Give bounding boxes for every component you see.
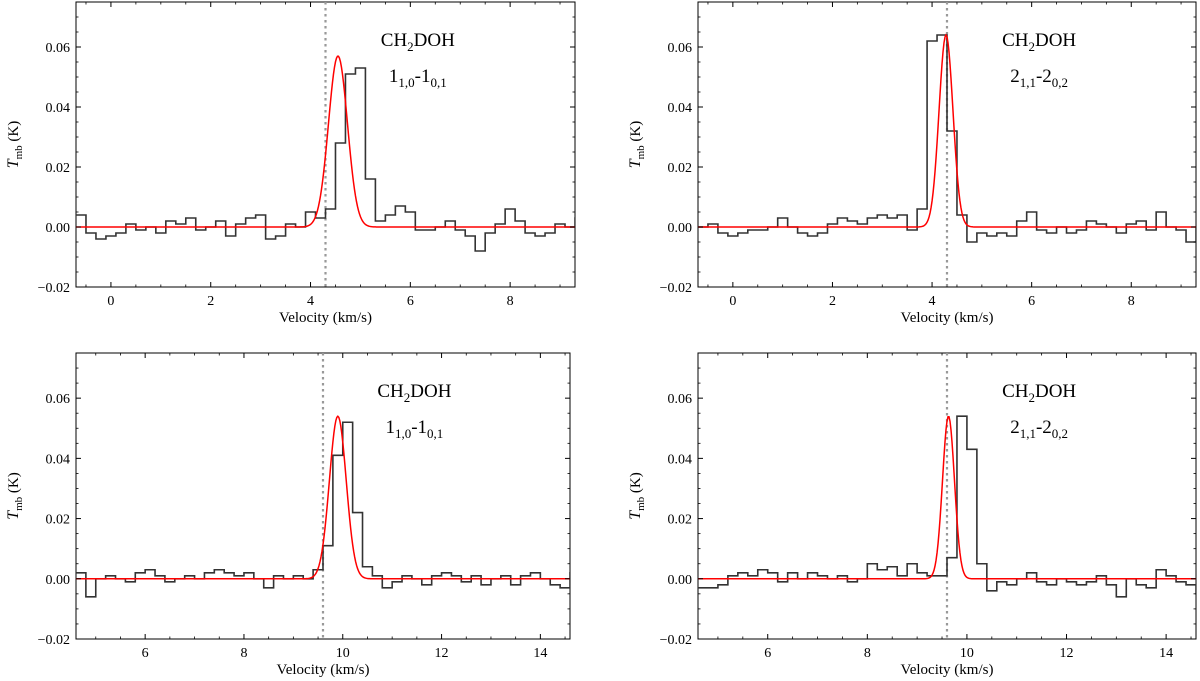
chart-panel: 0 2 4 6 8 −0.02 0.00 0.02 0.04 0.06 Velocity (km/s… xyxy=(627,1,1197,326)
x-tick-label: 8 xyxy=(240,646,247,661)
x-axis-label: Velocity (km/s) xyxy=(277,662,370,678)
x-tick-label: 8 xyxy=(864,646,871,661)
x-axis-label: Velocity (km/s) xyxy=(901,662,994,678)
y-axis-label: Tmb (K) xyxy=(5,121,25,169)
y-tick-label: 0.02 xyxy=(46,161,71,176)
transition-label: 11,0-10,1 xyxy=(385,417,443,441)
x-tick-label: 8 xyxy=(507,294,514,309)
y-tick-label: 0.00 xyxy=(668,221,693,236)
y-tick-label: 0.00 xyxy=(46,573,71,588)
molecule-title: CH2DOH xyxy=(377,381,451,405)
molecule-title: CH2DOH xyxy=(1002,30,1076,54)
x-tick-label: 12 xyxy=(435,646,449,661)
x-tick-label: 8 xyxy=(1128,294,1135,309)
y-tick-label: −0.02 xyxy=(660,281,692,296)
x-tick-label: 4 xyxy=(929,294,936,309)
transition-label: 21,1-20,2 xyxy=(1010,66,1068,90)
x-tick-label: 6 xyxy=(1028,294,1035,309)
y-axis-label: Tmb (K) xyxy=(627,121,647,169)
y-tick-label: 0.06 xyxy=(668,41,693,56)
y-tick-label: 0.04 xyxy=(46,452,71,467)
gaussian-fit-line xyxy=(698,416,1196,580)
y-tick-label: 0.00 xyxy=(46,221,71,236)
x-tick-label: 14 xyxy=(1159,646,1173,661)
x-tick-label: 2 xyxy=(829,294,836,309)
gaussian-fit-line xyxy=(76,55,575,228)
x-tick-label: 10 xyxy=(960,646,974,661)
x-tick-label: 6 xyxy=(142,646,149,661)
molecule-title: CH2DOH xyxy=(381,30,455,54)
y-tick-label: 0.04 xyxy=(46,101,71,116)
y-tick-label: 0.02 xyxy=(46,513,71,528)
x-axis-label: Velocity (km/s) xyxy=(279,310,372,326)
x-tick-label: 0 xyxy=(107,294,114,309)
y-tick-label: −0.02 xyxy=(38,281,70,296)
x-tick-label: 2 xyxy=(207,294,214,309)
observed-spectrum-step xyxy=(698,34,1196,243)
gaussian-fit-line xyxy=(76,415,570,580)
chart-panel: 0 2 4 6 8 −0.02 0.00 0.02 0.04 0.06 Velocity (km/s… xyxy=(5,1,576,326)
y-tick-label: 0.04 xyxy=(668,452,693,467)
gaussian-fit-line xyxy=(698,33,1196,228)
x-tick-label: 6 xyxy=(764,646,771,661)
y-tick-label: 0.04 xyxy=(668,101,693,116)
y-tick-label: 0.06 xyxy=(46,392,71,407)
x-tick-label: 6 xyxy=(407,294,414,309)
observed-spectrum-step xyxy=(76,421,570,598)
y-axis-label: Tmb (K) xyxy=(5,472,25,520)
x-tick-label: 0 xyxy=(729,294,736,309)
x-tick-label: 14 xyxy=(533,646,547,661)
x-tick-label: 10 xyxy=(336,646,350,661)
transition-label: 11,0-10,1 xyxy=(389,66,447,90)
x-tick-label: 12 xyxy=(1060,646,1074,661)
x-axis-label: Velocity (km/s) xyxy=(901,310,994,326)
observed-spectrum-step xyxy=(698,415,1196,598)
observed-spectrum-step xyxy=(76,67,575,252)
y-tick-label: 0.02 xyxy=(668,513,693,528)
y-tick-label: 0.06 xyxy=(46,41,71,56)
x-tick-label: 4 xyxy=(307,294,314,309)
y-tick-label: −0.02 xyxy=(38,633,70,648)
y-tick-label: −0.02 xyxy=(660,633,692,648)
chart-panel: 6 8 10 12 14 −0.02 0.00 0.02 0.04 0.06 Velocity (k… xyxy=(627,352,1197,678)
molecule-title: CH2DOH xyxy=(1002,381,1076,405)
transition-label: 21,1-20,2 xyxy=(1010,417,1068,441)
y-tick-label: 0.06 xyxy=(668,392,693,407)
y-axis-label: Tmb (K) xyxy=(627,472,647,520)
y-tick-label: 0.02 xyxy=(668,161,693,176)
chart-panel: 6 8 10 12 14 −0.02 0.00 0.02 0.04 0.06 Velocity (k… xyxy=(5,352,571,678)
y-tick-label: 0.00 xyxy=(668,573,693,588)
